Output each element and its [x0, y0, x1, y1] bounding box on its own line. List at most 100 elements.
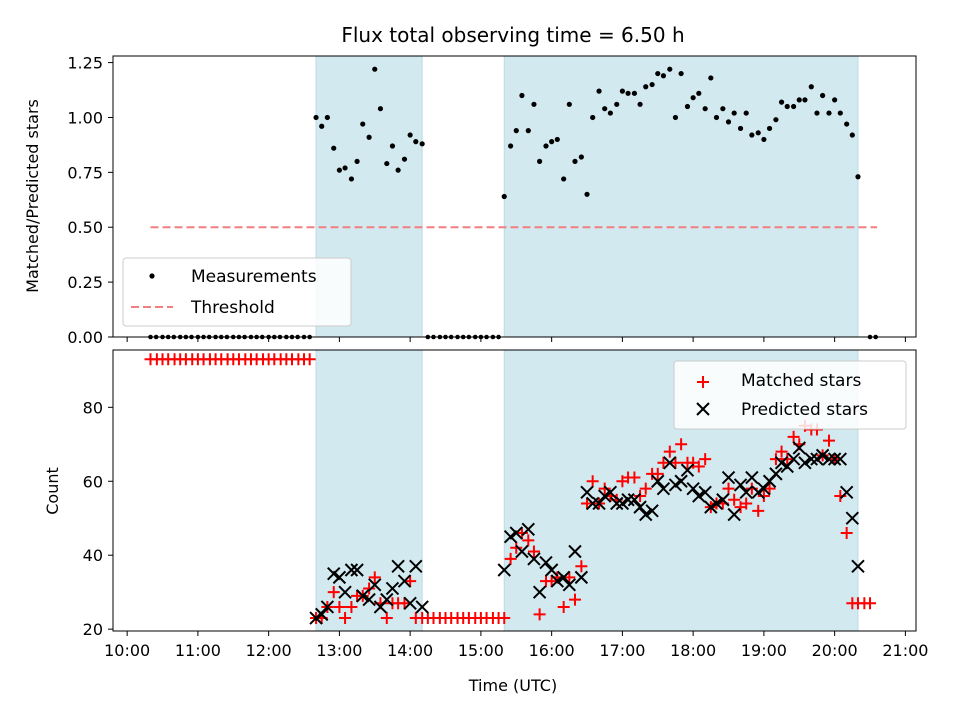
predicted-star-point — [827, 452, 842, 466]
x-axis-label: Time (UTC) — [468, 676, 557, 695]
predicted-star-point — [686, 481, 700, 496]
measurement-point — [525, 128, 531, 134]
measurement-point — [519, 92, 525, 99]
measurement-point — [631, 90, 638, 96]
measurement-point — [354, 158, 360, 164]
bottom-y-ticks: 20 40 60 80 — [83, 398, 113, 639]
y-tick-label: 60 — [83, 472, 103, 491]
measurement-point — [826, 110, 832, 116]
measurement-point — [755, 130, 761, 136]
y-tick-label: 0.25 — [67, 273, 103, 292]
measurement-point — [832, 97, 838, 103]
measurement-point — [808, 84, 814, 90]
measurement-point — [554, 136, 560, 143]
measurement-point — [773, 117, 779, 123]
legend-predicted-label: Predicted stars — [741, 400, 868, 420]
measurement-point — [784, 103, 790, 110]
predicted-star-point — [356, 589, 370, 603]
measurement-point — [855, 174, 861, 180]
predicted-star-point — [320, 600, 335, 614]
legend-matched-label: Matched stars — [741, 371, 861, 391]
matched-star-point — [822, 434, 835, 447]
predicted-star-point — [592, 496, 606, 511]
x-tick-label: 17:00 — [599, 641, 645, 660]
predicted-star-point — [521, 522, 536, 537]
measurement-point — [590, 114, 596, 121]
measurement-point — [531, 101, 537, 107]
measurement-point — [796, 97, 802, 103]
predicted-star-point — [621, 493, 635, 507]
matched-star-point — [586, 475, 599, 488]
legend-threshold-label: Threshold — [190, 298, 275, 318]
measurement-point — [725, 119, 732, 125]
matched-star-points — [144, 353, 877, 625]
matched-star-point — [763, 482, 776, 495]
measurement-point — [702, 106, 708, 112]
predicted-star-point — [721, 470, 736, 485]
measurement-point — [331, 145, 337, 151]
measurement-point — [649, 81, 655, 88]
measurement-point — [619, 88, 625, 94]
matched-star-point — [722, 482, 735, 495]
measurement-point — [743, 110, 749, 116]
predicted-star-point — [833, 452, 848, 466]
y-tick-label: 40 — [83, 546, 103, 565]
matched-star-point — [557, 600, 570, 613]
predicted-star-point — [385, 581, 400, 596]
x-tick-label: 21:00 — [882, 641, 928, 660]
measurement-point — [708, 75, 714, 81]
chart-title: Flux total observing time = 6.50 h — [341, 23, 684, 47]
y-tick-label: 1.00 — [67, 108, 103, 127]
measurement-point — [625, 90, 631, 96]
matched-star-point — [692, 460, 705, 473]
matched-star-point — [639, 482, 652, 495]
predicted-star-point — [603, 485, 618, 500]
matched-star-point — [563, 571, 576, 584]
measurement-point — [690, 95, 696, 101]
measurement-point — [360, 121, 366, 127]
predicted-star-point — [798, 456, 812, 470]
predicted-star-point — [380, 592, 394, 607]
x-tick-label: 10:00 — [104, 641, 150, 660]
top-observing-windows — [315, 55, 859, 338]
measurement-point — [384, 160, 390, 167]
matched-star-point — [581, 497, 594, 510]
matched-star-point — [368, 571, 381, 584]
predicted-star-point — [709, 496, 724, 511]
matched-star-point — [404, 575, 417, 588]
predicted-star-point — [680, 463, 695, 477]
legend-matched-marker — [697, 376, 709, 388]
predicted-star-point — [651, 474, 665, 488]
measurement-point — [401, 156, 408, 162]
measurement-point — [814, 110, 820, 116]
measurement-point — [561, 176, 567, 182]
predicted-star-point — [656, 481, 671, 496]
predicted-star-point — [332, 570, 347, 585]
matched-star-point — [327, 586, 340, 599]
matched-star-point — [339, 612, 352, 625]
predicted-star-point — [544, 563, 559, 577]
predicted-star-points — [309, 441, 865, 625]
predicted-star-point — [391, 559, 405, 574]
predicted-star-point — [562, 578, 577, 592]
matched-star-point — [363, 582, 376, 595]
measurement-points — [148, 66, 878, 340]
matched-star-point — [510, 541, 523, 554]
measurement-point — [761, 136, 767, 143]
measurement-point — [584, 191, 590, 197]
predicted-star-point — [663, 456, 677, 470]
y-tick-label: 0.50 — [67, 218, 103, 237]
predicted-star-point — [585, 496, 600, 511]
measurement-point — [614, 101, 620, 107]
measurement-point — [508, 143, 514, 149]
predicted-star-point — [515, 544, 529, 559]
predicted-star-point — [532, 585, 547, 599]
predicted-star-point — [627, 493, 642, 507]
predicted-star-point — [580, 485, 594, 500]
measurement-point — [372, 66, 378, 72]
measurement-point — [572, 158, 578, 164]
measurement-point — [543, 143, 549, 149]
matched-star-point — [303, 353, 316, 366]
measurement-point — [778, 99, 785, 105]
